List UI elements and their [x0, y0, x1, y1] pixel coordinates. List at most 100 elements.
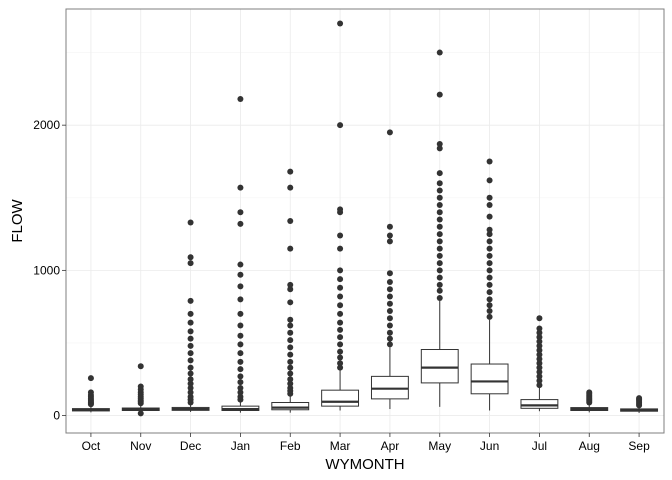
outlier-point	[486, 231, 493, 238]
outlier-point	[187, 380, 194, 387]
outlier-point	[486, 213, 493, 220]
outlier-point	[237, 283, 244, 290]
outlier-point	[386, 329, 393, 336]
outlier-point	[287, 184, 294, 191]
outlier-point	[187, 376, 194, 383]
box-jun	[470, 158, 509, 411]
outlier-point	[386, 335, 393, 342]
outlier-point	[486, 245, 493, 252]
outlier-point	[486, 226, 493, 233]
outlier-point	[536, 360, 543, 367]
outlier-point	[187, 297, 194, 304]
outlier-point	[436, 141, 443, 148]
outlier-point	[486, 158, 493, 165]
outlier-point	[486, 308, 493, 315]
x-tick-label: Jun	[480, 439, 499, 453]
outlier-point	[486, 313, 493, 320]
x-tick-label: Oct	[82, 439, 101, 453]
box-sep	[620, 395, 659, 413]
outlier-point	[187, 384, 194, 391]
outlier-point	[486, 202, 493, 209]
x-tick-label: Mar	[330, 439, 351, 453]
outlier-point	[337, 341, 344, 348]
outlier-point	[237, 96, 244, 103]
y-tick-label: 0	[53, 409, 60, 423]
box-jul	[520, 315, 559, 412]
x-tick-label: Sep	[628, 439, 650, 453]
outlier-point	[287, 351, 294, 358]
outlier-point	[237, 271, 244, 278]
outlier-point	[436, 170, 443, 177]
outlier-point	[486, 260, 493, 267]
outlier-point	[436, 252, 443, 259]
x-tick-label: Dec	[180, 439, 201, 453]
box-dec	[171, 219, 210, 412]
outlier-point	[237, 184, 244, 191]
outlier-point	[187, 254, 194, 261]
outlier-point	[187, 350, 194, 357]
outlier-point	[486, 274, 493, 281]
outlier-point	[436, 245, 443, 252]
outlier-point	[337, 310, 344, 317]
outlier-point	[337, 20, 344, 27]
outlier-point	[287, 358, 294, 365]
outlier-point	[486, 296, 493, 303]
outlier-point	[436, 202, 443, 209]
outlier-point	[436, 274, 443, 281]
x-tick-label: Feb	[280, 439, 301, 453]
outlier-point	[187, 357, 194, 364]
box-jan	[221, 96, 260, 413]
outlier-point	[187, 219, 194, 226]
outlier-point	[187, 319, 194, 326]
outlier-point	[187, 370, 194, 377]
box-may	[420, 49, 459, 407]
outlier-point	[436, 287, 443, 294]
outlier-point	[536, 355, 543, 362]
outlier-point	[486, 238, 493, 245]
outlier-point	[486, 302, 493, 309]
outlier-point	[436, 260, 443, 267]
outlier-point	[536, 342, 543, 349]
outlier-point	[436, 180, 443, 187]
outlier-point	[237, 261, 244, 268]
outlier-point	[287, 329, 294, 336]
outlier-point	[386, 322, 393, 329]
plot-panel	[66, 9, 664, 433]
outlier-point	[237, 220, 244, 227]
outlier-point	[237, 322, 244, 329]
outlier-point	[287, 322, 294, 329]
outlier-point	[386, 238, 393, 245]
outlier-point	[536, 329, 543, 336]
outlier-point	[187, 310, 194, 317]
outlier-point	[237, 393, 244, 400]
outlier-point	[436, 223, 443, 230]
outlier-point	[187, 335, 194, 342]
outlier-point	[536, 338, 543, 345]
outlier-point	[87, 375, 94, 382]
outlier-point	[337, 354, 344, 361]
y-tick-label: 2000	[33, 118, 60, 132]
outlier-point	[287, 286, 294, 293]
outlier-point	[386, 300, 393, 307]
outlier-point	[237, 384, 244, 391]
outlier-point	[337, 284, 344, 291]
x-tick-label: Jul	[532, 439, 547, 453]
outlier-point	[287, 384, 294, 391]
outlier-point	[436, 194, 443, 201]
outlier-point	[486, 267, 493, 274]
outlier-point	[436, 91, 443, 98]
box-iqr	[420, 349, 459, 384]
outlier-point	[287, 218, 294, 224]
outlier-point	[187, 260, 194, 267]
outlier-point	[287, 337, 294, 344]
outlier-point	[386, 232, 393, 239]
outlier-point	[436, 267, 443, 274]
outlier-point	[636, 395, 643, 402]
outlier-point	[386, 308, 393, 315]
outlier-point	[187, 328, 194, 335]
outlier-point	[436, 145, 443, 152]
outlier-point	[237, 373, 244, 380]
outlier-point	[436, 216, 443, 223]
outlier-point	[536, 334, 543, 341]
